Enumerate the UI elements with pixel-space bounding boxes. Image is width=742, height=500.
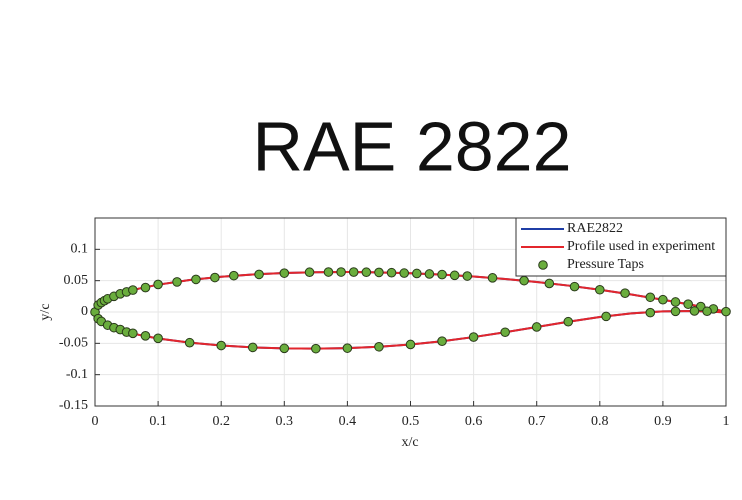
pressure-tap	[689, 306, 700, 316]
pressure-tap	[140, 282, 151, 293]
pressure-tap	[449, 270, 460, 281]
pressure-tap	[304, 267, 315, 278]
x-tick-label: 0.7	[528, 414, 546, 429]
pressure-tap	[519, 275, 529, 286]
pressure-tap	[721, 306, 731, 317]
pressure-tap	[437, 269, 447, 280]
pressure-tap	[468, 332, 479, 342]
pressure-tap	[544, 278, 555, 289]
pressure-tap	[563, 316, 574, 327]
pressure-tap	[531, 322, 542, 332]
pressure-tap	[128, 328, 138, 339]
legend-label: Pressure Taps	[567, 257, 644, 272]
x-tick-label: 0.3	[276, 414, 294, 429]
x-tick-label: 0	[92, 414, 99, 429]
x-axis-label: x/c	[401, 435, 418, 450]
y-tick-label: -0.05	[59, 336, 88, 351]
pressure-tap	[645, 292, 656, 303]
pressure-tap	[683, 299, 693, 309]
pressure-tap	[348, 267, 359, 277]
x-tick-label: 0.1	[149, 414, 167, 429]
pressure-tap	[210, 272, 220, 283]
pressure-tap	[670, 297, 681, 307]
pressure-tap	[399, 268, 409, 278]
y-tick-label: -0.1	[66, 367, 88, 382]
y-tick-label: 0	[81, 304, 88, 319]
pressure-tap	[229, 270, 239, 281]
pressure-tap	[361, 267, 372, 278]
pressure-tap	[702, 306, 712, 317]
pressure-tap	[620, 288, 630, 299]
pressure-tap	[374, 267, 384, 278]
pressure-tap	[279, 268, 290, 278]
pressure-tap	[424, 269, 435, 279]
pressure-tap	[254, 269, 264, 280]
pressure-tap	[128, 285, 138, 295]
pressure-tap	[153, 333, 163, 344]
x-tick-label: 0.4	[339, 414, 357, 429]
pressure-tap	[336, 267, 346, 277]
pressure-tap	[311, 343, 321, 354]
pressure-tap	[405, 339, 416, 350]
pressure-tap	[172, 277, 182, 287]
x-tick-label: 0.9	[654, 414, 672, 429]
pressure-tap	[153, 279, 163, 290]
pressure-tap	[658, 294, 668, 305]
pressure-tap	[462, 271, 473, 281]
pressure-tap	[437, 336, 447, 347]
pressure-tap	[323, 267, 334, 277]
chart-title: RAE 2822	[252, 107, 571, 185]
legend-label: RAE2822	[567, 221, 623, 236]
y-tick-label: 0.05	[64, 273, 89, 288]
pressure-tap	[569, 281, 580, 292]
x-tick-label: 0.5	[402, 414, 420, 429]
pressure-tap	[247, 342, 258, 353]
pressure-tap	[279, 343, 290, 354]
pressure-tap	[216, 340, 226, 351]
y-axis-label: y/c	[38, 303, 53, 320]
pressure-tap	[487, 273, 498, 283]
x-tick-label: 0.8	[591, 414, 609, 429]
pressure-tap	[500, 327, 510, 338]
y-tick-label: 0.1	[71, 242, 89, 257]
pressure-tap	[645, 307, 656, 318]
pressure-tap	[412, 268, 422, 279]
y-tick-label: -0.15	[59, 398, 88, 413]
x-tick-label: 0.2	[212, 414, 230, 429]
pressure-tap	[342, 343, 353, 353]
x-tick-label: 0.6	[465, 414, 483, 429]
pressure-tap	[140, 331, 151, 341]
pressure-tap	[184, 337, 195, 348]
pressure-tap	[191, 274, 201, 285]
pressure-tap	[670, 306, 681, 317]
pressure-tap	[374, 341, 384, 352]
legend-label: Profile used in experiment	[567, 239, 715, 254]
legend-marker	[538, 260, 548, 270]
x-tick-label: 1	[723, 414, 730, 429]
pressure-tap	[386, 267, 397, 278]
pressure-tap	[601, 311, 611, 322]
pressure-tap	[595, 284, 605, 295]
